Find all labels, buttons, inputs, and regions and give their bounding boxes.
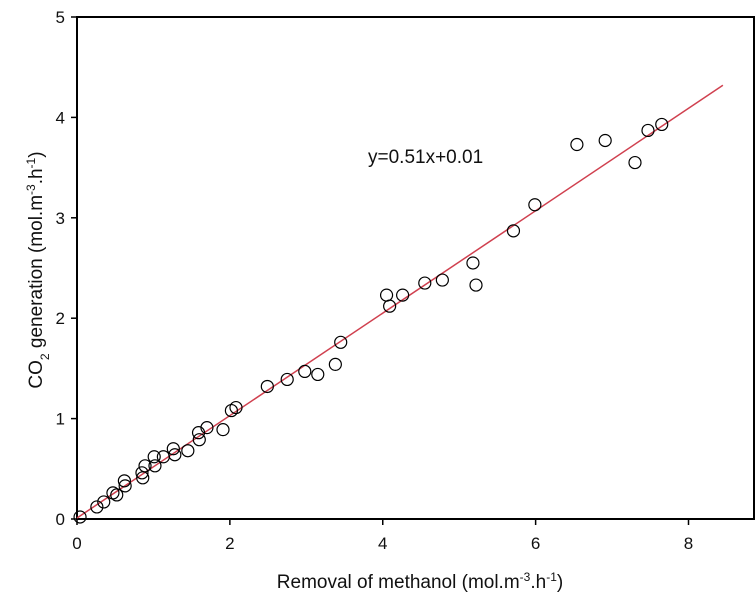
data-point <box>383 299 397 313</box>
data-point <box>570 137 584 152</box>
data-point <box>280 372 294 387</box>
data-point <box>298 364 312 379</box>
data-point <box>655 117 669 132</box>
y-axis-label-part: -1 <box>24 157 38 168</box>
data-point <box>90 500 104 514</box>
y-tick-label: 4 <box>56 108 65 127</box>
data-point <box>136 471 150 485</box>
data-point <box>334 335 348 349</box>
x-axis-label-part: ) <box>557 572 563 593</box>
data-point <box>506 224 521 238</box>
x-tick-label: 4 <box>378 534 387 553</box>
y-axis-label-part: CO <box>26 360 47 389</box>
x-tick-label: 6 <box>531 534 540 553</box>
data-point <box>148 459 162 473</box>
x-axis-label-part: Removal of methanol (mol.m <box>277 572 520 593</box>
data-point <box>166 442 180 456</box>
data-point <box>469 278 483 292</box>
y-tick-label: 3 <box>56 209 65 228</box>
x-axis-label-part: -3 <box>520 570 531 584</box>
data-point <box>181 444 195 458</box>
y-axis-label-part: .h <box>26 168 47 184</box>
x-axis-label-part: -1 <box>546 570 557 584</box>
y-tick-label: 0 <box>56 510 65 529</box>
y-tick-label: 1 <box>56 410 65 429</box>
data-point <box>396 288 410 302</box>
data-point <box>216 423 230 437</box>
y-axis-label-part: 2 <box>38 353 52 360</box>
y-tick-label: 2 <box>56 309 65 328</box>
data-point <box>97 495 111 509</box>
data-point <box>598 133 612 148</box>
x-axis-label-part: .h <box>530 572 546 593</box>
data-point <box>73 510 87 524</box>
data-point <box>311 367 325 382</box>
data-point <box>110 488 124 502</box>
y-axis-label-part: generation (mol.m <box>26 195 47 353</box>
x-tick-label: 0 <box>72 534 81 553</box>
y-tick-label: 5 <box>56 8 65 27</box>
x-tick-label: 8 <box>684 534 693 553</box>
data-point <box>379 288 394 302</box>
data-point <box>328 357 342 371</box>
data-point <box>200 421 214 435</box>
data-point <box>229 400 243 415</box>
fit-equation: y=0.51x+0.01 <box>368 147 483 168</box>
data-point <box>628 155 642 170</box>
data-point <box>418 276 432 290</box>
data-point <box>147 450 161 464</box>
y-axis-label: CO2 generation (mol.m-3.h-1) <box>24 151 52 388</box>
y-axis-label-part: -3 <box>24 184 38 195</box>
data-point <box>260 379 274 394</box>
y-axis-label-part: ) <box>26 151 47 157</box>
data-point <box>528 198 542 212</box>
data-point <box>168 448 182 462</box>
data-point <box>135 466 149 480</box>
x-axis-label: Removal of methanol (mol.m-3.h-1) <box>277 570 563 593</box>
x-tick-label: 2 <box>225 534 234 553</box>
data-point <box>641 123 655 138</box>
data-point <box>435 273 449 287</box>
data-point <box>118 479 132 493</box>
data-point <box>117 474 131 488</box>
plot-frame <box>76 16 755 520</box>
data-point <box>192 433 206 447</box>
data-point <box>466 256 480 270</box>
